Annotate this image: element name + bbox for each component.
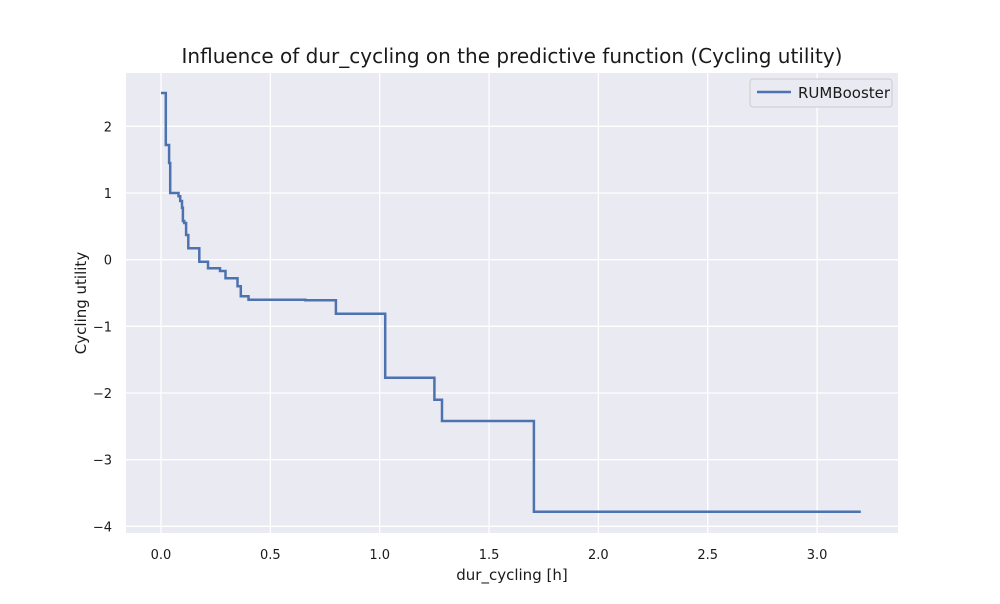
x-tick-label: 1.0 bbox=[369, 548, 390, 563]
legend-label: RUMBooster bbox=[798, 84, 891, 102]
y-tick-label: −1 bbox=[93, 320, 112, 335]
x-tick-label: 0.0 bbox=[151, 548, 172, 563]
legend-box bbox=[749, 78, 893, 108]
x-tick-label: 2.5 bbox=[697, 548, 718, 563]
grid-lines bbox=[126, 73, 898, 533]
series-layer bbox=[161, 91, 861, 513]
y-tick-label: 1 bbox=[104, 187, 112, 202]
x-tick-labels: 0.0 0.5 1.0 1.5 2.0 2.5 3.0 bbox=[151, 548, 828, 563]
y-tick-labels: 2 1 0 −1 −2 −3 −4 bbox=[93, 120, 112, 535]
y-tick-label: −3 bbox=[93, 454, 112, 469]
x-tick-label: 0.5 bbox=[260, 548, 281, 563]
x-tick-label: 3.0 bbox=[807, 548, 828, 563]
y-tick-label: 0 bbox=[104, 254, 112, 269]
y-tick-label: 2 bbox=[104, 120, 112, 135]
legend: RUMBooster bbox=[749, 78, 893, 108]
x-tick-label: 1.5 bbox=[479, 548, 500, 563]
series-line bbox=[161, 91, 861, 513]
x-tick-label: 2.0 bbox=[588, 548, 609, 563]
y-tick-label: −2 bbox=[93, 387, 112, 402]
x-axis-label: dur_cycling [h] bbox=[456, 566, 567, 585]
y-axis-label: Cycling utility bbox=[72, 252, 90, 355]
chart-title: Influence of dur_cycling on the predicti… bbox=[182, 44, 843, 68]
y-tick-label: −4 bbox=[93, 520, 112, 535]
plot-area bbox=[126, 73, 898, 533]
